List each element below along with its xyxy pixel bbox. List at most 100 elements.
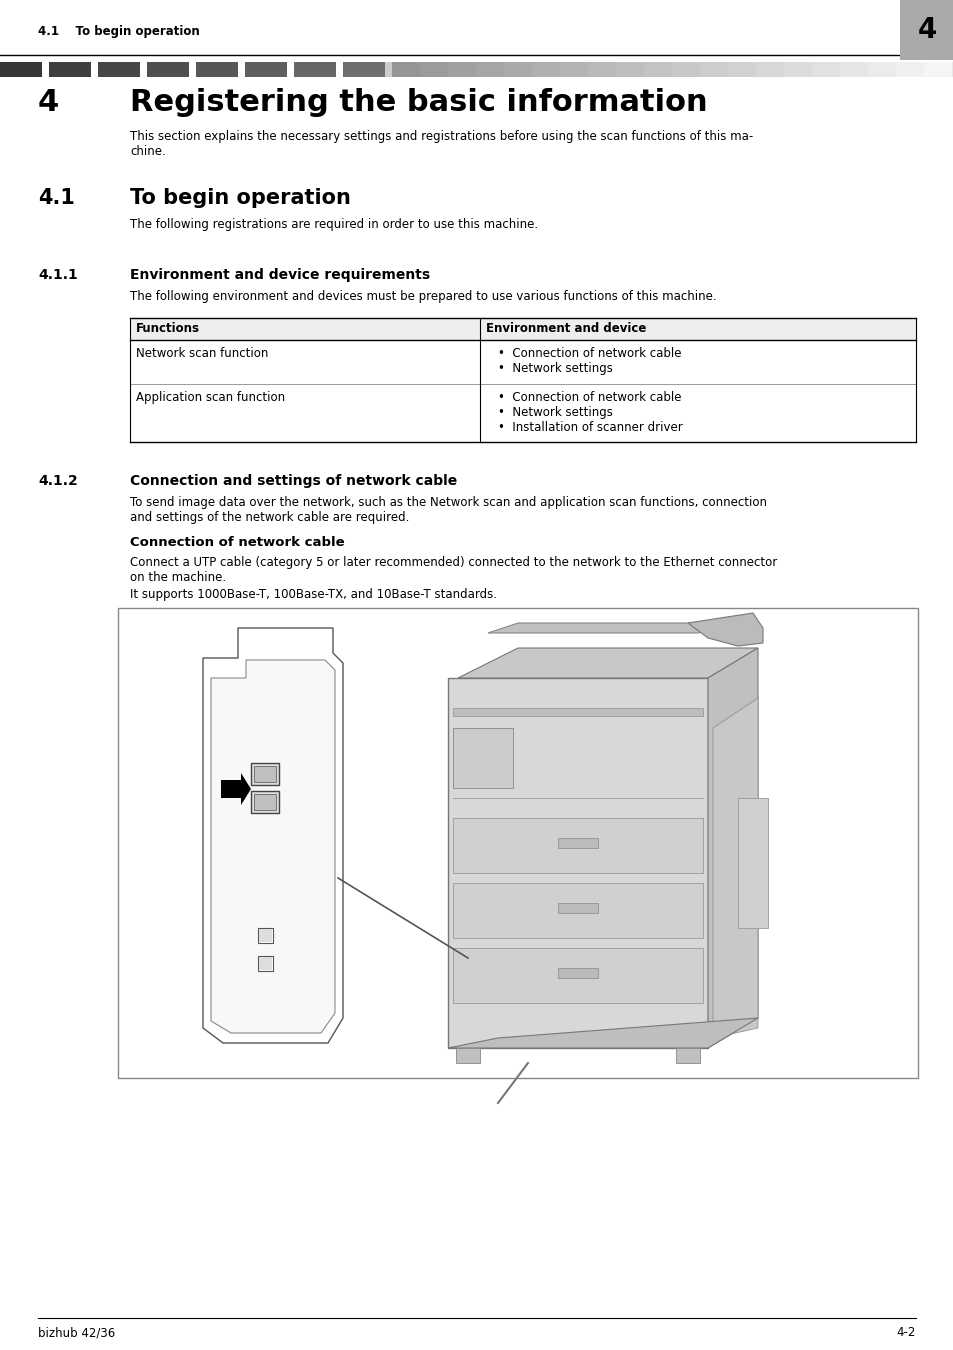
Bar — [700, 62, 727, 77]
Bar — [558, 838, 598, 848]
Bar — [899, 0, 953, 59]
Bar — [237, 62, 245, 77]
Bar — [671, 62, 700, 77]
Bar — [102, 62, 144, 77]
Text: •  Connection of network cable: • Connection of network cable — [497, 347, 680, 360]
Bar — [350, 62, 355, 77]
Bar — [0, 62, 42, 77]
Text: This section explains the necessary settings and registrations before using the : This section explains the necessary sett… — [130, 130, 753, 143]
Bar — [343, 62, 385, 77]
Polygon shape — [448, 1018, 758, 1048]
Bar — [453, 883, 702, 938]
Bar — [361, 62, 891, 77]
Text: Connection of network cable: Connection of network cable — [130, 536, 344, 549]
Text: bizhub 42/36: bizhub 42/36 — [38, 1326, 115, 1339]
Bar — [476, 62, 503, 77]
Text: 4.1.2: 4.1.2 — [38, 474, 77, 487]
Bar — [840, 62, 867, 77]
Bar — [42, 62, 49, 77]
Bar — [335, 62, 343, 77]
Text: chine.: chine. — [130, 144, 166, 158]
Bar — [0, 62, 42, 77]
Bar — [616, 62, 643, 77]
Bar — [448, 62, 476, 77]
Bar — [738, 798, 767, 927]
Bar — [503, 62, 532, 77]
Bar — [558, 968, 598, 977]
Bar — [257, 927, 273, 944]
Bar — [146, 62, 151, 77]
Bar — [95, 62, 100, 77]
Text: To send image data over the network, such as the Network scan and application sc: To send image data over the network, suc… — [130, 495, 766, 509]
Text: Network scan function: Network scan function — [136, 347, 268, 360]
Bar — [130, 319, 915, 340]
Text: Connect a UTP cable (category 5 or later recommended) connected to the network t: Connect a UTP cable (category 5 or later… — [130, 556, 777, 568]
Polygon shape — [707, 648, 758, 1048]
Bar — [147, 62, 189, 77]
Bar — [419, 62, 448, 77]
Bar — [298, 62, 304, 77]
Text: Environment and device: Environment and device — [485, 323, 646, 336]
Bar — [49, 62, 91, 77]
Text: Connection and settings of network cable: Connection and settings of network cable — [130, 474, 456, 487]
Bar — [248, 62, 253, 77]
Text: 4: 4 — [917, 16, 936, 45]
Bar — [811, 62, 840, 77]
Text: •  Installation of scanner driver: • Installation of scanner driver — [497, 421, 682, 433]
Text: and settings of the network cable are required.: and settings of the network cable are re… — [130, 512, 409, 524]
Text: The following environment and devices must be prepared to use various functions : The following environment and devices mu… — [130, 290, 716, 302]
Bar — [676, 1048, 700, 1062]
Bar — [196, 62, 202, 77]
Bar — [294, 62, 335, 77]
Bar — [44, 62, 49, 77]
Polygon shape — [712, 698, 758, 1038]
Bar — [453, 818, 702, 873]
Text: It supports 1000Base-T, 100Base-TX, and 10Base-T standards.: It supports 1000Base-T, 100Base-TX, and … — [130, 589, 497, 601]
Bar — [895, 62, 923, 77]
Bar — [453, 948, 702, 1003]
Bar — [204, 62, 246, 77]
Polygon shape — [488, 622, 738, 633]
Bar — [251, 791, 278, 813]
Text: To begin operation: To begin operation — [130, 188, 351, 208]
Bar — [893, 62, 953, 77]
Text: •  Network settings: • Network settings — [497, 406, 612, 418]
Bar — [254, 62, 296, 77]
Bar — [253, 794, 275, 810]
Polygon shape — [203, 628, 343, 1044]
Text: 4.1: 4.1 — [38, 188, 74, 208]
Bar — [253, 765, 275, 782]
Bar — [91, 62, 98, 77]
Bar — [559, 62, 587, 77]
Polygon shape — [221, 774, 251, 805]
Text: Functions: Functions — [136, 323, 200, 336]
Polygon shape — [687, 613, 762, 647]
Bar — [245, 62, 287, 77]
Bar — [195, 62, 237, 77]
Bar — [257, 956, 273, 971]
Bar — [251, 763, 278, 784]
Bar — [118, 608, 917, 1079]
Bar — [51, 62, 92, 77]
Bar — [923, 62, 951, 77]
Bar — [258, 957, 272, 971]
Bar — [587, 62, 616, 77]
Bar — [392, 62, 419, 77]
Bar — [258, 929, 272, 942]
Bar — [453, 707, 702, 716]
Bar — [189, 62, 195, 77]
Text: 4.1.1: 4.1.1 — [38, 269, 77, 282]
Polygon shape — [457, 648, 758, 678]
Bar — [356, 62, 358, 77]
Bar — [727, 62, 755, 77]
Bar — [783, 62, 811, 77]
Text: on the machine.: on the machine. — [130, 571, 226, 585]
Text: 4-2: 4-2 — [896, 1326, 915, 1339]
Bar — [558, 903, 598, 913]
Text: Environment and device requirements: Environment and device requirements — [130, 269, 430, 282]
Text: •  Network settings: • Network settings — [497, 362, 612, 375]
Text: 4: 4 — [38, 88, 59, 117]
Bar — [867, 62, 895, 77]
Text: Application scan function: Application scan function — [136, 392, 285, 404]
Polygon shape — [211, 660, 335, 1033]
